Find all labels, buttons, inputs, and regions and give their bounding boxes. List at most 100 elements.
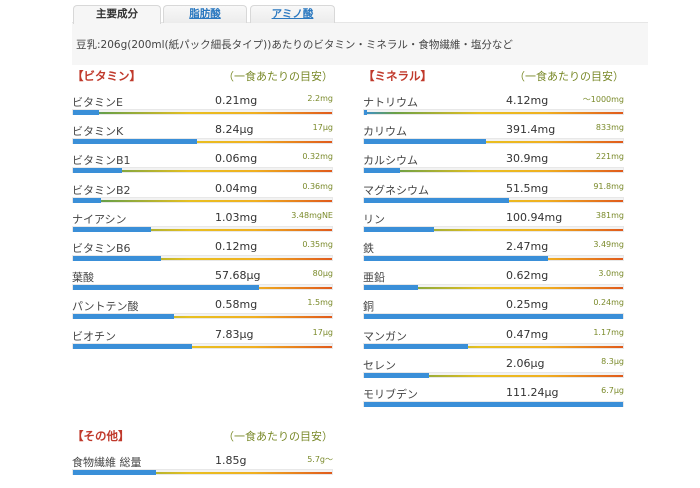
nutrient-name: マンガン — [363, 329, 407, 343]
nutrient-amount: 0.04mg — [215, 181, 258, 195]
nutrient-name: ビオチン — [72, 329, 116, 343]
nutrient-row: 銅 0.25mg 0.24mg — [363, 296, 624, 325]
nutrient-row: 亜鉛 0.62mg 3.0mg — [363, 267, 624, 296]
nutrient-reference: 221mg — [595, 152, 624, 162]
nutrient-amount: 2.47mg — [506, 240, 549, 253]
other-section: 【その他】 （一食あたりの目安） 食物繊維 総量 1.85g 5.7g〜 — [72, 428, 333, 488]
progress-fill — [364, 285, 419, 291]
nutrient-amount: 0.21mg — [215, 94, 258, 107]
target-gradient — [364, 141, 623, 144]
section-title: 【ミネラル】 — [363, 69, 432, 83]
nutrient-name: 食物繊維 総量 — [72, 456, 142, 469]
nutrient-row: ナトリウム 4.12mg 〜1000mg — [363, 92, 624, 121]
progress-bar — [72, 167, 333, 174]
nutrient-amount: 0.25mg — [506, 298, 549, 312]
nutrient-amount: 30.9mg — [506, 152, 549, 166]
nutrient-reference: 6.7μg — [601, 386, 624, 395]
tab-main-components[interactable]: 主要成分 — [73, 5, 161, 24]
progress-fill — [73, 197, 102, 203]
nutrient-row: ビタミンB6 0.12mg 0.35mg — [72, 238, 333, 267]
progress-bar — [72, 255, 333, 261]
nutrient-reference: 〜1000mg — [582, 95, 624, 104]
nutrient-reference: 0.35mg — [302, 240, 333, 249]
nutrient-amount: 4.12mg — [506, 94, 549, 107]
nutrient-reference: 1.5mg — [307, 298, 333, 308]
section-note: （一食あたりの目安） — [223, 70, 333, 83]
progress-fill — [73, 343, 193, 349]
nutrient-reference: 3.0mg — [598, 269, 624, 279]
nutrient-name: ビタミンB2 — [72, 183, 131, 197]
nutrient-row: マグネシウム 51.5mg 91.8mg — [363, 180, 624, 209]
nutrient-name: リン — [363, 212, 385, 226]
nutrient-row: パントテン酸 0.58mg 1.5mg — [72, 296, 333, 325]
nutrient-reference: 381mg — [595, 210, 624, 220]
nutrient-row: カリウム 391.4mg 833mg — [363, 121, 624, 150]
progress-bar — [72, 196, 333, 203]
progress-fill — [364, 139, 486, 145]
nutrient-name: 亜鉛 — [363, 271, 385, 285]
nutrient-name: ビタミンB1 — [72, 154, 131, 168]
nutrient-name: ビタミンE — [72, 96, 123, 109]
nutrient-reference: 17μg — [312, 123, 333, 133]
nutrient-row: 鉄 2.47mg 3.49mg — [363, 238, 624, 267]
nutrient-name: ナトリウム — [363, 96, 418, 109]
nutrient-name: ビタミンK — [72, 125, 124, 139]
progress-fill — [73, 226, 151, 232]
progress-fill — [364, 226, 434, 232]
nutrient-amount: 1.03mg — [215, 210, 258, 224]
progress-bar — [72, 109, 333, 115]
nutrient-name: パントテン酸 — [72, 300, 139, 314]
progress-fill — [364, 197, 510, 203]
progress-fill — [73, 285, 260, 291]
target-gradient — [364, 374, 623, 377]
nutrient-row: ナイアシン 1.03mg 3.48mgNE — [72, 209, 333, 238]
progress-fill — [73, 314, 174, 320]
progress-bar — [363, 342, 624, 349]
nutrient-amount: 2.06μg — [506, 356, 545, 370]
nutrient-name: セレン — [363, 358, 396, 372]
nutrient-reference: 17μg — [312, 327, 333, 337]
nutrient-reference: 91.8mg — [593, 181, 624, 191]
progress-fill — [364, 110, 367, 115]
serving-description: 豆乳:206g(200ml(紙パック細長タイプ))あたりのビタミン・ミネラル・食… — [76, 39, 513, 51]
section-note: （一食あたりの目安） — [223, 430, 333, 443]
nutrient-name: ビタミンB6 — [72, 242, 131, 255]
progress-fill — [364, 372, 429, 378]
progress-fill — [364, 343, 468, 349]
nutrient-amount: 7.83μg — [215, 327, 254, 341]
target-gradient — [364, 228, 623, 231]
nutrient-amount: 111.24μg — [506, 386, 559, 399]
progress-fill — [73, 470, 156, 475]
progress-bar — [363, 313, 624, 320]
nutrient-reference: 5.7g〜 — [307, 455, 333, 464]
progress-bar — [363, 371, 624, 378]
tab-fatty-acids[interactable]: 脂肪酸 — [163, 5, 247, 23]
nutrient-row: 食物繊維 総量 1.85g 5.7g〜 — [72, 452, 333, 481]
nutrient-row: ビオチン 7.83μg 17μg — [72, 326, 333, 355]
nutrient-name: モリブデン — [363, 388, 418, 401]
nutrient-row: ビタミンK 8.24μg 17μg — [72, 121, 333, 150]
progress-fill — [364, 402, 623, 407]
nutrient-name: 葉酸 — [72, 271, 94, 285]
nutrient-row: セレン 2.06μg 8.3μg — [363, 355, 624, 384]
progress-bar — [72, 342, 333, 349]
target-gradient — [73, 170, 332, 173]
nutrient-reference: 0.36mg — [302, 181, 333, 191]
tab-amino-acids[interactable]: アミノ酸 — [250, 5, 335, 23]
nutrient-name: カリウム — [363, 125, 407, 139]
nutrient-name: ナイアシン — [72, 212, 127, 226]
progress-bar — [363, 284, 624, 291]
nutrient-amount: 57.68μg — [215, 269, 261, 283]
nutrient-reference: 0.24mg — [593, 298, 624, 308]
progress-bar — [363, 196, 624, 203]
progress-bar — [72, 284, 333, 291]
progress-fill — [364, 314, 623, 320]
target-gradient — [364, 170, 623, 173]
progress-bar — [72, 313, 333, 320]
nutrient-name: カルシウム — [363, 154, 418, 168]
target-gradient — [73, 258, 332, 260]
progress-bar — [363, 167, 624, 174]
target-gradient — [364, 345, 623, 348]
target-gradient — [73, 199, 332, 202]
section-title: 【ビタミン】 — [72, 69, 141, 83]
